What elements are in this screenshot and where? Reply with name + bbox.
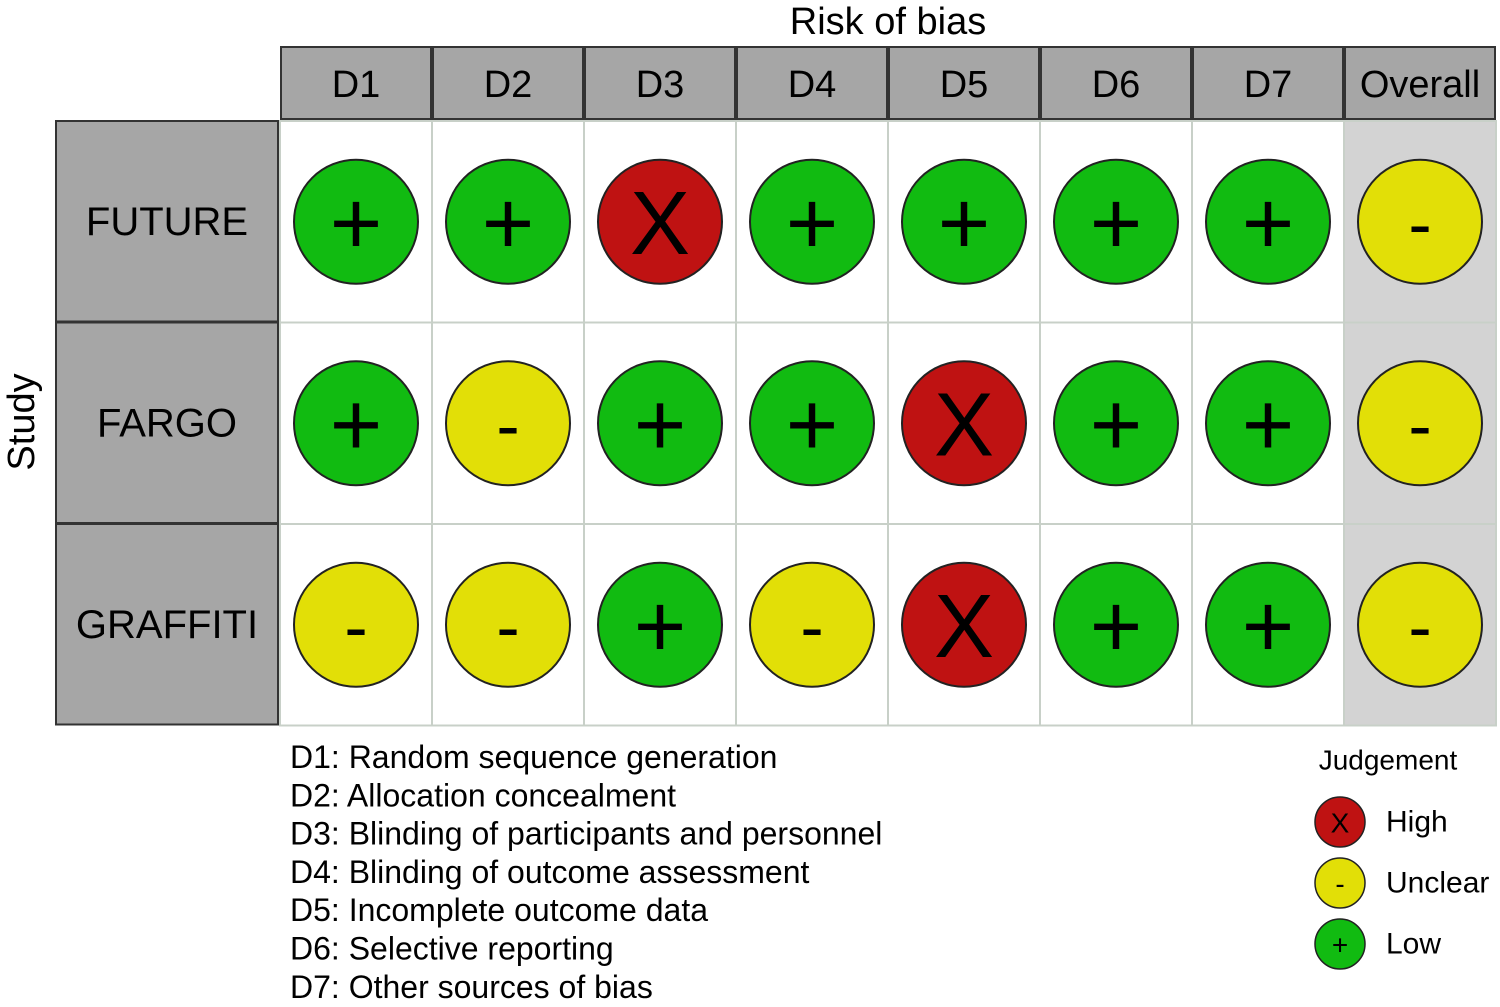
footnote: D2: Allocation concealment bbox=[290, 777, 676, 813]
judgement-symbol: - bbox=[1408, 185, 1431, 263]
judgement-dot bbox=[1053, 360, 1179, 487]
row-header-label: GRAFFITI bbox=[76, 603, 258, 647]
column-header-label: D2 bbox=[484, 64, 533, 106]
judgement-symbol: + bbox=[786, 375, 839, 475]
judgement-dot bbox=[1205, 158, 1331, 285]
legend-dot bbox=[1314, 796, 1366, 848]
footnote: D5: Incomplete outcome data bbox=[290, 892, 708, 928]
judgement-dot bbox=[445, 561, 571, 688]
judgement-symbol: - bbox=[496, 386, 519, 464]
judgement-dot bbox=[293, 158, 419, 285]
judgement-symbol: + bbox=[330, 375, 383, 475]
column-header-label: Overall bbox=[1360, 64, 1480, 106]
judgement-symbol: + bbox=[1242, 174, 1295, 274]
judgement-symbol: + bbox=[1090, 174, 1143, 274]
judgement-symbol: - bbox=[1408, 386, 1431, 464]
judgement-dot bbox=[293, 360, 419, 487]
judgement-dot bbox=[597, 158, 723, 285]
legend-label: High bbox=[1386, 806, 1448, 839]
footnote: D6: Selective reporting bbox=[290, 931, 614, 967]
judgement-dot bbox=[749, 360, 875, 487]
judgement-symbol: + bbox=[634, 375, 687, 475]
judgement-symbol: - bbox=[800, 588, 823, 666]
legend-label: Unclear bbox=[1386, 867, 1489, 900]
judgement-dot bbox=[1357, 561, 1483, 688]
judgement-symbol: + bbox=[1242, 577, 1295, 677]
row-header bbox=[55, 523, 279, 726]
legend-symbol: X bbox=[1331, 808, 1350, 839]
judgement-dot bbox=[901, 561, 1027, 688]
row-header-label: FUTURE bbox=[86, 200, 248, 244]
judgement-symbol: X bbox=[934, 375, 994, 475]
footnote: D7: Other sources of bias bbox=[290, 969, 653, 1005]
judgement-symbol: - bbox=[1408, 588, 1431, 666]
row-header-label: FARGO bbox=[97, 401, 237, 445]
column-header-label: D7 bbox=[1244, 64, 1293, 106]
legend-label: Low bbox=[1386, 928, 1441, 961]
row-header bbox=[55, 321, 279, 524]
judgement-dot bbox=[445, 158, 571, 285]
footnote: D3: Blinding of participants and personn… bbox=[290, 816, 882, 852]
column-header bbox=[888, 46, 1040, 120]
judgement-symbol: + bbox=[938, 174, 991, 274]
judgement-dot bbox=[749, 158, 875, 285]
judgement-dot bbox=[1053, 158, 1179, 285]
judgement-dot bbox=[597, 360, 723, 487]
judgement-symbol: X bbox=[934, 577, 994, 677]
legend-symbol: + bbox=[1332, 930, 1348, 961]
y-axis-label: Study bbox=[1, 373, 43, 470]
judgement-dot bbox=[1357, 360, 1483, 487]
judgement-symbol: + bbox=[1090, 375, 1143, 475]
legend-title: Judgement bbox=[1319, 745, 1458, 776]
judgement-dot bbox=[901, 158, 1027, 285]
column-header bbox=[1192, 46, 1344, 120]
column-header-label: D3 bbox=[636, 64, 685, 106]
column-header bbox=[584, 46, 736, 120]
column-header bbox=[1344, 46, 1496, 120]
column-header bbox=[736, 46, 888, 120]
column-header bbox=[1040, 46, 1192, 120]
judgement-symbol: - bbox=[344, 588, 367, 666]
judgement-symbol: + bbox=[634, 577, 687, 677]
footnote: D1: Random sequence generation bbox=[290, 739, 777, 775]
judgement-dot bbox=[1053, 561, 1179, 688]
legend-dot bbox=[1314, 857, 1366, 909]
judgement-dot bbox=[1205, 360, 1331, 487]
column-header-label: D4 bbox=[788, 64, 837, 106]
column-header bbox=[432, 46, 584, 120]
judgement-symbol: X bbox=[630, 174, 690, 274]
judgement-dot bbox=[597, 561, 723, 688]
column-header bbox=[280, 46, 432, 120]
column-header-label: D5 bbox=[940, 64, 989, 106]
legend-symbol: - bbox=[1335, 869, 1344, 900]
judgement-symbol: - bbox=[496, 588, 519, 666]
column-header-label: D1 bbox=[332, 64, 381, 106]
judgement-dot bbox=[445, 360, 571, 487]
judgement-dot bbox=[293, 561, 419, 688]
judgement-symbol: + bbox=[482, 174, 535, 274]
judgement-symbol: + bbox=[786, 174, 839, 274]
judgement-dot bbox=[1205, 561, 1331, 688]
judgement-symbol: + bbox=[1242, 375, 1295, 475]
title: Risk of bias bbox=[790, 1, 986, 43]
legend-dot bbox=[1314, 918, 1366, 970]
judgement-symbol: + bbox=[330, 174, 383, 274]
judgement-dot bbox=[901, 360, 1027, 487]
judgement-symbol: + bbox=[1090, 577, 1143, 677]
column-header-label: D6 bbox=[1092, 64, 1141, 106]
judgement-dot bbox=[1357, 158, 1483, 285]
footnote: D4: Blinding of outcome assessment bbox=[290, 854, 809, 890]
judgement-dot bbox=[749, 561, 875, 688]
